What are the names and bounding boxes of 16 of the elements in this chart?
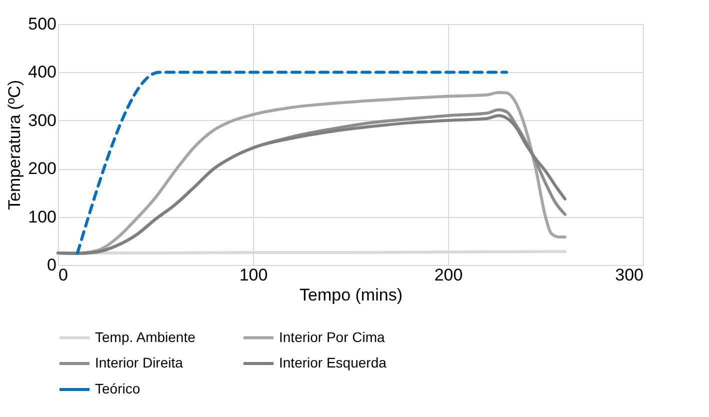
x-tick-label: 200 bbox=[434, 266, 463, 284]
y-tick-label: 200 bbox=[28, 159, 56, 178]
x-tick-label: 300 bbox=[615, 266, 644, 284]
y-tick-label: 100 bbox=[28, 207, 56, 226]
y-tick-label: 300 bbox=[28, 110, 56, 130]
x-axis-title: Tempo (mins) bbox=[300, 286, 402, 304]
legend-label: Interior Direita bbox=[95, 354, 184, 370]
legend-label: Teórico bbox=[95, 380, 140, 396]
legend-label: Interior Esquerda bbox=[279, 354, 387, 370]
y-tick-label: 500 bbox=[28, 14, 56, 34]
x-tick-label: 100 bbox=[239, 266, 268, 284]
legend-label: Interior Por Cima bbox=[279, 328, 386, 345]
y-tick-label: 400 bbox=[28, 62, 56, 82]
y-axis-title: Temperatura (ºC) bbox=[5, 80, 24, 210]
legend-label: Temp. Ambiente bbox=[95, 328, 196, 345]
x-tick-label: 0 bbox=[58, 266, 68, 284]
